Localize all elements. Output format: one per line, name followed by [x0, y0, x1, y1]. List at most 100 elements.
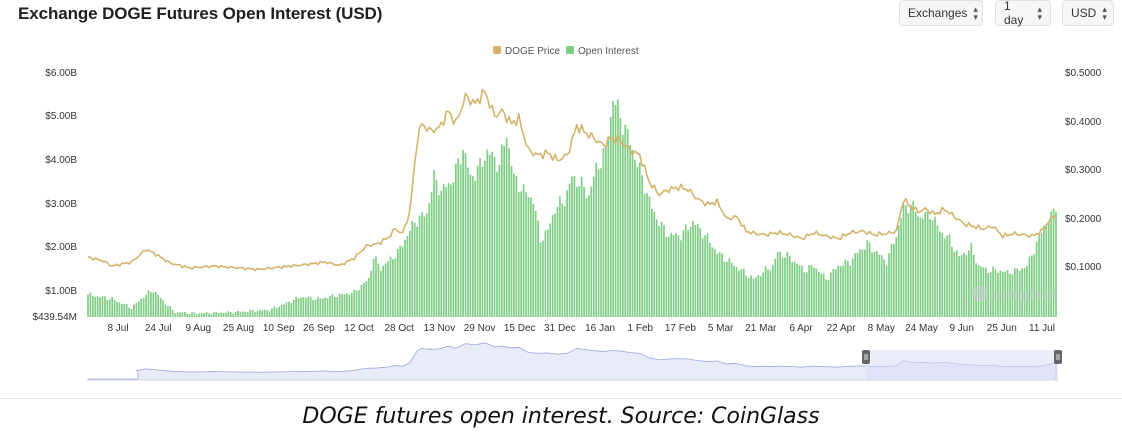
open-interest-bar [987, 272, 990, 317]
open-interest-bar [314, 299, 317, 317]
open-interest-bar [486, 149, 489, 317]
open-interest-bar [244, 311, 247, 317]
x-axis-tick: 31 Dec [544, 323, 576, 334]
open-interest-bar [145, 294, 147, 317]
open-interest-bar [263, 309, 266, 317]
open-interest-bar [684, 224, 687, 317]
open-interest-bar [692, 220, 694, 317]
open-interest-bar [718, 252, 721, 317]
open-interest-bar [200, 313, 203, 317]
open-interest-bar [406, 235, 409, 317]
open-interest-bar [104, 296, 106, 317]
open-interest-bar [106, 299, 109, 317]
open-interest-bar [181, 312, 184, 317]
open-interest-bar [1014, 268, 1016, 317]
open-interest-bar [890, 243, 893, 317]
open-interest-bar [203, 313, 205, 317]
open-interest-bar [128, 307, 130, 317]
open-interest-bar [769, 270, 772, 317]
open-interest-bar [375, 256, 377, 317]
open-interest-bar [931, 220, 934, 317]
open-interest-bar [121, 304, 123, 317]
open-interest-bar [946, 235, 948, 317]
open-interest-bar [648, 196, 651, 317]
open-interest-bar [87, 294, 89, 317]
open-interest-bar [808, 265, 810, 317]
open-interest-bar [302, 296, 305, 317]
open-interest-bar [292, 300, 295, 317]
open-interest-bar [566, 190, 568, 317]
open-interest-bar [154, 292, 157, 317]
open-interest-bar [672, 235, 675, 317]
open-interest-bar [588, 195, 590, 317]
open-interest-bar [694, 225, 697, 317]
open-interest-bar [372, 259, 375, 317]
interval-dropdown-label: 1 day [1004, 0, 1024, 27]
grip-handle-icon[interactable] [862, 350, 870, 364]
left-axis-tick: $2.00B [45, 242, 77, 253]
navigator-selection[interactable] [866, 350, 1058, 380]
open-interest-bar [341, 293, 343, 317]
chart-legend[interactable]: DOGE Price Open Interest [493, 46, 639, 57]
open-interest-bar [614, 105, 617, 317]
open-interest-bar [246, 312, 249, 317]
legend-label-price: DOGE Price [505, 46, 560, 57]
open-interest-bar [631, 149, 634, 317]
open-interest-chart[interactable]: DOGE Price Open Interest $6.00B $5.00B $… [0, 36, 1122, 386]
navigator-handle-right[interactable] [1054, 350, 1062, 364]
right-axis-tick: $0.2000 [1065, 214, 1102, 225]
open-interest-bar [442, 183, 445, 317]
grip-handle-icon[interactable] [1054, 350, 1062, 364]
open-interest-bar [379, 270, 382, 317]
open-interest-bar [665, 236, 668, 317]
open-interest-bar [767, 269, 769, 317]
open-interest-bar [222, 312, 225, 317]
range-navigator[interactable] [87, 342, 1062, 381]
open-interest-bar [655, 219, 658, 317]
coinglass-logo-icon [972, 286, 988, 302]
open-interest-bar [167, 306, 169, 317]
open-interest-bar [532, 203, 535, 317]
open-interest-bar [885, 265, 888, 317]
open-interest-bar [689, 226, 692, 317]
interval-dropdown[interactable]: 1 day ▴ ▾ [995, 0, 1051, 27]
open-interest-bar [563, 206, 566, 317]
open-interest-bar [1004, 271, 1007, 317]
open-interest-bar [505, 138, 508, 317]
open-interest-bar [159, 297, 162, 317]
open-interest-bar [575, 186, 578, 317]
open-interest-bar [621, 134, 624, 317]
currency-dropdown[interactable]: USD ▴ ▾ [1062, 0, 1114, 26]
open-interest-bar [108, 299, 111, 317]
navigator-handle-left[interactable] [862, 350, 870, 364]
x-axis-tick: 29 Nov [464, 323, 496, 334]
x-axis-tick: 9 Jun [949, 323, 973, 334]
open-interest-bar [249, 310, 251, 317]
open-interest-bar [459, 164, 462, 317]
open-interest-bar [568, 183, 571, 317]
open-interest-bar [147, 290, 150, 317]
open-interest-bar [295, 296, 297, 317]
x-axis-tick: 22 Apr [827, 323, 857, 334]
open-interest-bar [699, 228, 702, 317]
open-interest-bar [612, 100, 614, 317]
open-interest-bar [687, 230, 689, 317]
exchanges-dropdown[interactable]: Exchanges ▴ ▾ [899, 0, 983, 26]
open-interest-bar [89, 292, 92, 317]
x-axis-tick: 21 Mar [745, 323, 777, 334]
open-interest-bar [411, 221, 414, 317]
open-interest-bar [926, 209, 929, 317]
open-interest-bar [319, 298, 322, 317]
open-interest-bar [196, 314, 198, 317]
x-axis-tick: 15 Dec [504, 323, 536, 334]
legend-swatch-price [493, 46, 501, 54]
open-interest-bar [251, 310, 254, 317]
open-interest-bar [418, 215, 421, 317]
open-interest-bar [254, 312, 256, 317]
open-interest-bar [888, 253, 890, 317]
currency-dropdown-label: USD [1071, 6, 1097, 20]
open-interest-bar [554, 213, 556, 317]
open-interest-bar [142, 298, 145, 317]
open-interest-bar [755, 277, 757, 317]
open-interest-bar [467, 167, 469, 317]
